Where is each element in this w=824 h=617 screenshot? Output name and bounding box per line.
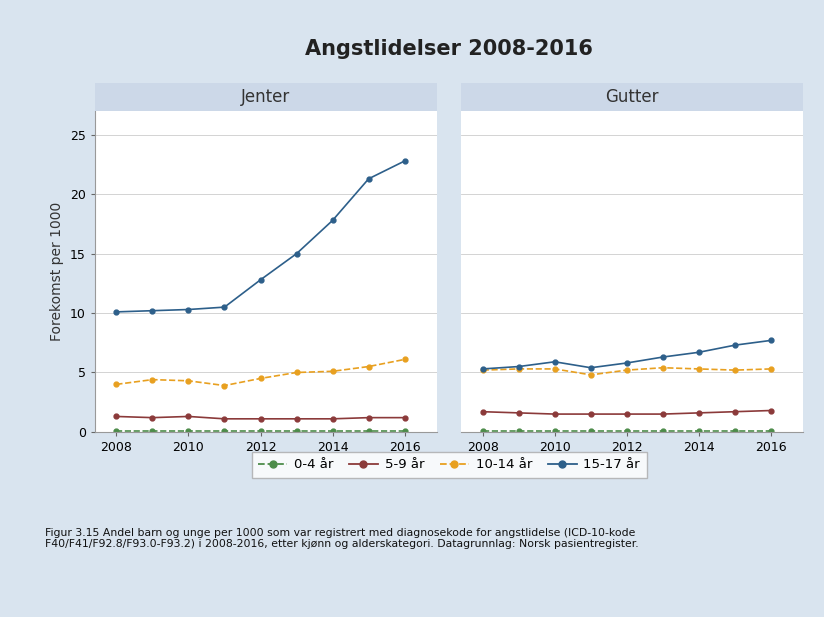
- Legend: 0-4 år, 5-9 år, 10-14 år, 15-17 år: 0-4 år, 5-9 år, 10-14 år, 15-17 år: [251, 452, 647, 478]
- Text: Jenter: Jenter: [241, 88, 291, 106]
- Text: Angstlidelser 2008-2016: Angstlidelser 2008-2016: [305, 39, 593, 59]
- Y-axis label: Forekomst per 1000: Forekomst per 1000: [50, 202, 64, 341]
- Text: Figur 3.15 Andel barn og unge per 1000 som var registrert med diagnosekode for a: Figur 3.15 Andel barn og unge per 1000 s…: [45, 528, 639, 549]
- Text: Gutter: Gutter: [606, 88, 659, 106]
